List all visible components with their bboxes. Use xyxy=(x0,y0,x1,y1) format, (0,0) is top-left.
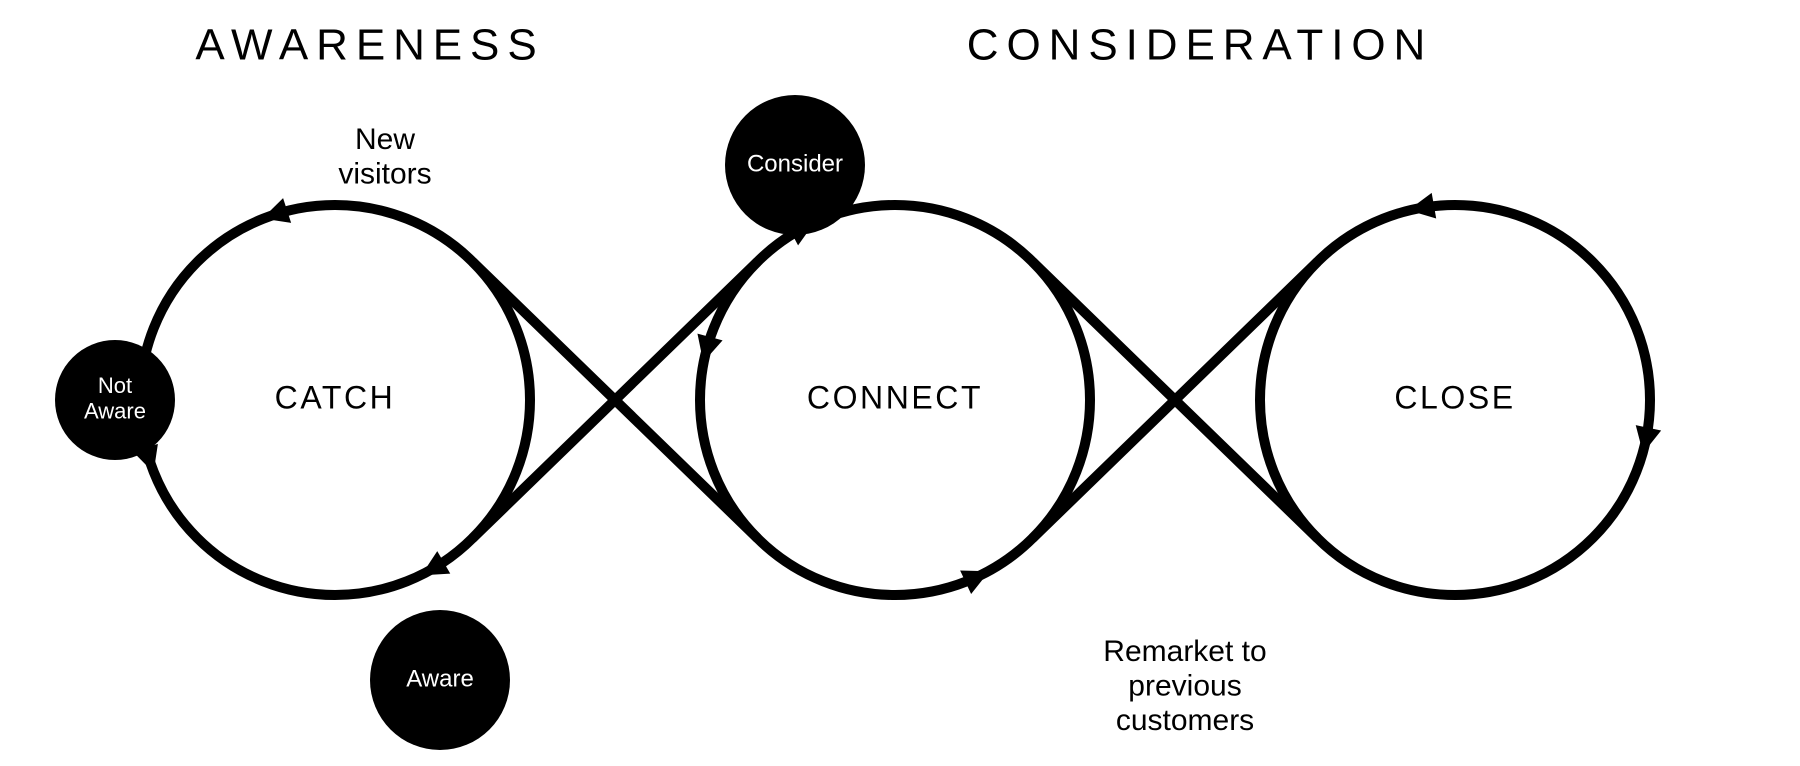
funnel-diagram: NotAwareConsiderAware CATCHCONNECTCLOSEA… xyxy=(0,0,1800,766)
node-consider-label: Consider xyxy=(747,150,843,177)
heading-left: AWARENESS xyxy=(195,21,544,70)
connect-label: CONNECT xyxy=(807,379,983,415)
node-aware-label: Aware xyxy=(406,665,474,692)
node-not-aware: NotAware xyxy=(55,340,175,460)
flow-nodes: NotAwareConsiderAware xyxy=(55,95,865,750)
node-consider: Consider xyxy=(725,95,865,235)
annotation-remarket: previous xyxy=(1128,669,1241,702)
annotation-new-visitors: visitors xyxy=(338,157,431,190)
close-label: CLOSE xyxy=(1394,379,1515,415)
node-not-aware-label: Aware xyxy=(84,398,146,423)
annotation-new-visitors: New xyxy=(355,123,415,156)
annotation-remarket: Remarket to xyxy=(1103,635,1266,668)
annotation-remarket: customers xyxy=(1116,704,1254,737)
arrowhead xyxy=(262,198,291,223)
catch-label: CATCH xyxy=(275,379,396,415)
node-aware: Aware xyxy=(370,610,510,750)
node-not-aware-label: Not xyxy=(98,373,132,398)
heading-right: CONSIDERATION xyxy=(967,21,1433,70)
